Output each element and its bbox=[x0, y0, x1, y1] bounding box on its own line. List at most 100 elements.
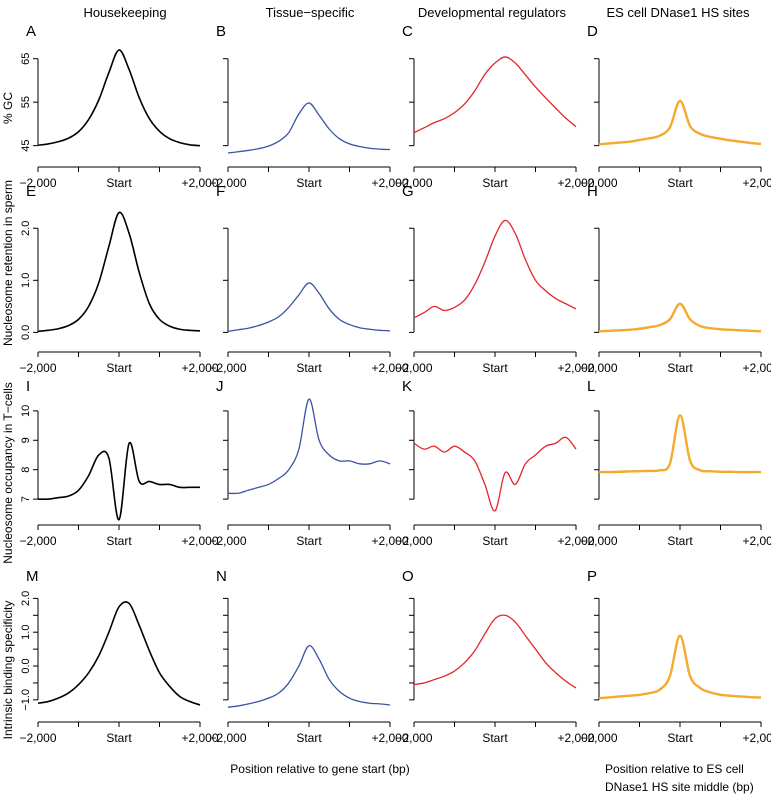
x-tick-label: Start bbox=[482, 361, 508, 375]
x-tick-label: −2,000 bbox=[395, 361, 432, 375]
x-tick-label: −2,000 bbox=[19, 534, 56, 548]
y-tick-label: 8 bbox=[20, 467, 32, 473]
x-tick-label: Start bbox=[106, 361, 132, 375]
x-tick-label: Start bbox=[667, 361, 693, 375]
x-tick-label: −2,000 bbox=[209, 176, 246, 190]
x-tick-label: Start bbox=[667, 176, 693, 190]
x-tick-label: +2,000 bbox=[371, 176, 408, 190]
y-tick-label: 2.0 bbox=[20, 221, 32, 236]
x-tick-label: −2,000 bbox=[19, 731, 56, 745]
y-tick-label: 45 bbox=[20, 140, 32, 152]
panel-l: L −2,000 Start +2,000 bbox=[580, 378, 771, 548]
panel-m: M −1.0 0.0 1.0 2.0 −2,000 Start +2,000 bbox=[19, 568, 218, 745]
panel-letter: P bbox=[587, 568, 597, 585]
panel-letter: F bbox=[216, 183, 225, 200]
series-line-housekeeping bbox=[37, 211, 201, 333]
x-tick-label: +2,000 bbox=[371, 731, 408, 745]
x-tick-label: +2,000 bbox=[742, 534, 771, 548]
panel-letter: H bbox=[587, 183, 598, 200]
column-header-housekeeping: Housekeeping bbox=[83, 5, 166, 20]
x-tick-label: −2,000 bbox=[209, 731, 246, 745]
panel-n: N −2,000 Start +2,000 bbox=[209, 568, 408, 745]
x-tick-label: −2,000 bbox=[209, 361, 246, 375]
panel-c: C −2,000 Start +2,000 bbox=[395, 23, 594, 190]
x-tick-label: −2,000 bbox=[580, 361, 617, 375]
x-tick-label: +2,000 bbox=[557, 534, 594, 548]
panel-letter: O bbox=[402, 568, 414, 585]
column-header-es-dnase: ES cell DNase1 HS sites bbox=[606, 5, 750, 20]
x-tick-label: Start bbox=[296, 731, 322, 745]
series-line-tissue-specific bbox=[227, 282, 391, 332]
panel-letter: I bbox=[26, 378, 30, 395]
x-tick-label: −2,000 bbox=[395, 534, 432, 548]
panel-letter: J bbox=[216, 378, 224, 395]
x-tick-label: Start bbox=[667, 731, 693, 745]
x-tick-label: +2,000 bbox=[742, 176, 771, 190]
x-tick-label: Start bbox=[296, 361, 322, 375]
x-tick-label: Start bbox=[106, 534, 132, 548]
x-tick-label: −2,000 bbox=[395, 731, 432, 745]
x-tick-label: +2,000 bbox=[557, 361, 594, 375]
x-tick-label: Start bbox=[296, 176, 322, 190]
x-tick-label: Start bbox=[482, 176, 508, 190]
panel-letter: M bbox=[26, 568, 39, 585]
y-tick-label: 2.0 bbox=[20, 591, 32, 606]
x-tick-label: Start bbox=[482, 731, 508, 745]
x-tick-label: −2,000 bbox=[580, 176, 617, 190]
y-tick-label: 1.0 bbox=[20, 625, 32, 640]
panel-h: H −2,000 Start +2,000 bbox=[580, 183, 771, 375]
panel-letter: G bbox=[402, 183, 414, 200]
x-tick-label: +2,000 bbox=[742, 731, 771, 745]
panel-letter: E bbox=[26, 183, 36, 200]
series-line-es-dnase bbox=[598, 634, 762, 700]
series-line-developmental bbox=[413, 56, 577, 134]
xlabel-dnase-line1: Position relative to ES cell bbox=[605, 762, 744, 776]
xlabel-gene-start: Position relative to gene start (bp) bbox=[230, 762, 409, 776]
series-line-tissue-specific bbox=[227, 102, 391, 154]
x-tick-label: Start bbox=[106, 731, 132, 745]
x-tick-label: −2,000 bbox=[580, 731, 617, 745]
y-tick-label: 1.0 bbox=[20, 273, 32, 288]
series-line-es-dnase bbox=[598, 414, 761, 474]
panel-a: A 45 55 65 −2,000 Start +2,000 bbox=[19, 23, 218, 190]
y-tick-label: 55 bbox=[20, 96, 32, 108]
series-line-es-dnase bbox=[598, 99, 762, 146]
x-tick-label: Start bbox=[106, 176, 132, 190]
x-tick-label: +2,000 bbox=[181, 731, 218, 745]
xlabel-dnase-line2: DNase1 HS site middle (bp) bbox=[605, 780, 754, 794]
column-header-tissue-specific: Tissue−specific bbox=[266, 5, 355, 20]
series-line-es-dnase bbox=[598, 302, 762, 333]
series-line-housekeeping bbox=[37, 441, 200, 521]
panel-p: P −2,000 Start +2,000 bbox=[580, 568, 771, 745]
panel-o: O −2,000 Start +2,000 bbox=[395, 568, 594, 745]
y-tick-label: 10 bbox=[20, 405, 32, 417]
x-tick-label: +2,000 bbox=[181, 176, 218, 190]
x-tick-label: +2,000 bbox=[742, 361, 771, 375]
panel-letter: L bbox=[587, 378, 595, 395]
panel-letter: C bbox=[402, 23, 413, 40]
x-tick-label: Start bbox=[667, 534, 693, 548]
panel-g: G −2,000 Start +2,000 bbox=[395, 183, 594, 375]
x-tick-label: −2,000 bbox=[395, 176, 432, 190]
x-tick-label: +2,000 bbox=[557, 731, 594, 745]
x-tick-label: +2,000 bbox=[181, 361, 218, 375]
series-line-housekeeping bbox=[37, 601, 201, 706]
x-tick-label: −2,000 bbox=[19, 176, 56, 190]
column-header-developmental-regulators: Developmental regulators bbox=[418, 5, 567, 20]
y-tick-label: 9 bbox=[20, 437, 32, 443]
panel-f: F −2,000 Start +2,000 bbox=[209, 183, 408, 375]
x-tick-label: −2,000 bbox=[580, 534, 617, 548]
x-tick-label: −2,000 bbox=[209, 534, 246, 548]
panel-k: K −2,000 Start +2,000 bbox=[395, 378, 594, 548]
y-tick-label: −1.0 bbox=[20, 689, 32, 711]
series-line-housekeeping bbox=[37, 49, 201, 147]
panel-i: I 7 8 9 10 −2,000 Start +2,000 bbox=[19, 378, 218, 548]
panel-letter: A bbox=[26, 23, 36, 40]
x-tick-label: Start bbox=[296, 534, 322, 548]
x-tick-label: −2,000 bbox=[19, 361, 56, 375]
x-tick-label: +2,000 bbox=[371, 361, 408, 375]
panel-letter: D bbox=[587, 23, 598, 40]
panel-letter: N bbox=[216, 568, 227, 585]
panel-grid: A 45 55 65 −2,000 Start +2,000 B −2,000 Start +2,0… bbox=[19, 23, 771, 745]
